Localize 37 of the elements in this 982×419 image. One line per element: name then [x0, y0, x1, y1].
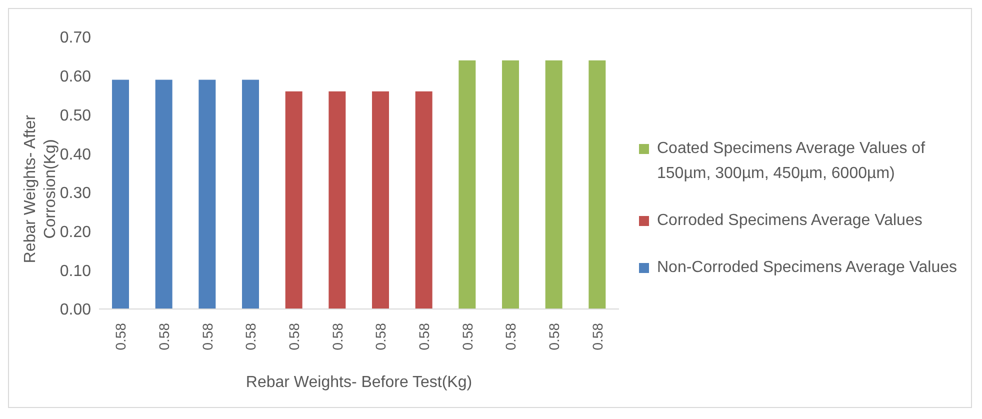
- y-tick-label: 0.00: [60, 302, 92, 319]
- y-tick-label: 0.40: [60, 146, 92, 164]
- bar: [155, 80, 172, 309]
- bar: [112, 80, 129, 309]
- x-tick-label: 0.58: [156, 322, 172, 350]
- y-tick-label: 0.10: [60, 262, 92, 280]
- x-tick-label: 0.58: [372, 322, 389, 350]
- bar: [242, 80, 259, 309]
- x-tick-label: 0.58: [286, 322, 302, 350]
- bar: [285, 91, 302, 309]
- bar: [458, 60, 476, 309]
- x-tick-label: 0.58: [329, 322, 346, 350]
- y-tick-label: 0.50: [60, 107, 92, 124]
- x-tick-label: 0.58: [546, 322, 562, 350]
- y-tick-label: 0.60: [60, 68, 92, 86]
- legend-label: Corroded Specimens Average Values: [657, 211, 922, 231]
- bar: [415, 91, 432, 309]
- bar: [372, 91, 389, 309]
- y-tick-label: 0.70: [60, 30, 92, 47]
- x-tick-label: 0.58: [199, 322, 216, 350]
- legend-label: Non-Corroded Specimens Average Values: [657, 258, 958, 278]
- bar: [588, 60, 606, 309]
- y-tick-label: 0.20: [60, 224, 92, 241]
- x-tick-label: 0.58: [459, 322, 476, 350]
- y-axis-title: Rebar Weights- After Corrosion(Kg): [22, 114, 59, 264]
- x-tick-label: 0.58: [242, 322, 259, 350]
- x-tick-label: 0.58: [502, 322, 519, 350]
- bar: [502, 60, 519, 309]
- y-tick-label: 0.30: [60, 185, 92, 202]
- x-axis-title: Rebar Weights- Before Test(Kg): [244, 374, 474, 392]
- x-tick-label: 0.58: [112, 322, 129, 350]
- x-tick-label: 0.58: [416, 322, 432, 350]
- bar: [198, 80, 216, 309]
- bar: [328, 91, 346, 309]
- legend-label: Coated Specimens Average Values of 150µm, 300µm, 450µm, 6000µm): [657, 139, 926, 184]
- x-tick-label: 0.58: [589, 322, 606, 350]
- bar: [545, 60, 562, 309]
